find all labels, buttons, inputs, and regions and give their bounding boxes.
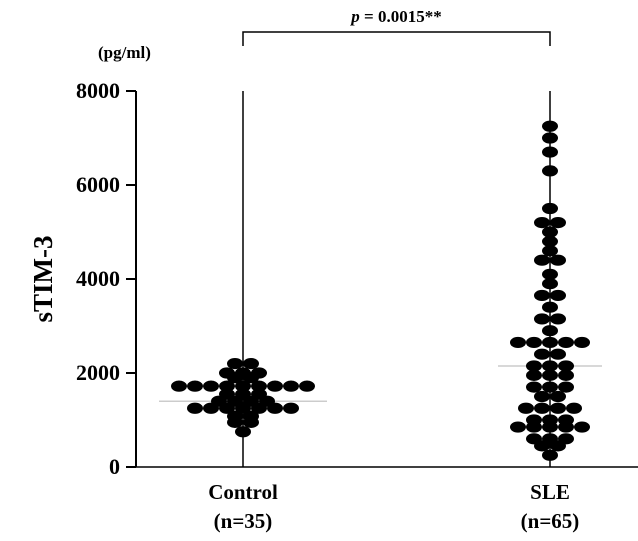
data-point — [251, 380, 267, 392]
y-tick-label: 4000 — [76, 266, 120, 291]
data-point — [171, 380, 187, 392]
data-point — [542, 146, 558, 158]
data-point — [534, 390, 550, 403]
data-point — [574, 336, 590, 349]
category-label: Control — [208, 480, 278, 504]
data-point — [550, 348, 566, 360]
data-point — [510, 421, 526, 433]
data-point — [534, 402, 550, 414]
data-points — [171, 120, 590, 461]
data-point — [243, 358, 259, 370]
data-point — [542, 381, 558, 393]
data-point — [283, 380, 299, 392]
data-point — [526, 360, 542, 372]
y-unit-label: (pg/ml) — [98, 43, 151, 62]
data-point — [558, 360, 574, 372]
data-point — [550, 254, 566, 266]
data-point — [526, 381, 542, 393]
data-point — [203, 402, 219, 414]
data-point — [283, 402, 299, 414]
data-point — [542, 278, 558, 290]
data-point — [558, 369, 574, 381]
data-point — [219, 380, 235, 392]
p-value-label: p = 0.0015** — [349, 7, 441, 26]
significance-bracket: p = 0.0015** — [242, 7, 551, 46]
data-point — [542, 245, 558, 257]
data-point — [187, 402, 203, 414]
data-point — [187, 380, 203, 392]
p-symbol: p — [349, 7, 360, 26]
data-point — [518, 402, 534, 414]
y-tick-label: 8000 — [76, 78, 120, 103]
data-point — [243, 416, 259, 428]
data-point — [227, 358, 243, 370]
data-point — [550, 440, 566, 452]
data-point — [550, 289, 566, 302]
data-point — [542, 202, 558, 215]
data-point — [550, 390, 566, 403]
category-n-label: (n=35) — [214, 509, 273, 533]
data-point — [534, 254, 550, 266]
data-point — [251, 402, 267, 414]
data-point — [510, 336, 526, 349]
data-point — [542, 421, 558, 433]
data-point — [203, 380, 219, 392]
data-point — [542, 235, 558, 247]
data-point — [299, 380, 315, 392]
data-point — [534, 289, 550, 302]
data-point — [574, 421, 590, 433]
category-label: SLE — [530, 480, 570, 504]
data-point — [542, 165, 558, 177]
y-tick-label: 2000 — [76, 360, 120, 385]
data-point — [235, 380, 251, 392]
y-axis: 0 2000 4000 6000 8000 — [76, 78, 638, 479]
data-point — [235, 426, 251, 438]
data-point — [534, 217, 550, 229]
y-axis-title: sTIM-3 — [28, 236, 58, 323]
data-point — [219, 402, 235, 414]
y-tick-label: 6000 — [76, 172, 120, 197]
data-point — [558, 336, 574, 349]
data-point — [550, 402, 566, 414]
data-point — [542, 325, 558, 337]
data-point — [542, 369, 558, 381]
data-point — [267, 380, 283, 392]
data-point — [542, 132, 558, 144]
data-point — [526, 336, 542, 349]
data-point — [542, 226, 558, 238]
data-point — [227, 372, 243, 384]
data-point — [542, 360, 558, 372]
labels: (pg/ml) sTIM-3 Control (n=35) SLE (n=65) — [28, 43, 579, 533]
data-point — [534, 348, 550, 360]
data-point — [550, 313, 566, 325]
data-point — [550, 217, 566, 229]
data-point — [243, 372, 259, 384]
data-point — [558, 421, 574, 433]
data-point — [542, 120, 558, 132]
data-point — [227, 416, 243, 428]
data-point — [542, 301, 558, 313]
data-point — [526, 369, 542, 381]
data-point — [534, 440, 550, 452]
data-point — [526, 421, 542, 433]
data-point — [542, 268, 558, 280]
data-point — [235, 402, 251, 414]
data-point — [267, 402, 283, 414]
p-value-text: = 0.0015** — [360, 7, 442, 26]
significance-bracket-line — [242, 31, 551, 46]
y-tick-label: 0 — [109, 454, 120, 479]
data-point — [542, 449, 558, 461]
data-point — [566, 402, 582, 414]
data-point — [534, 313, 550, 325]
data-point — [558, 381, 574, 393]
category-n-label: (n=65) — [521, 509, 580, 533]
data-point — [542, 336, 558, 349]
